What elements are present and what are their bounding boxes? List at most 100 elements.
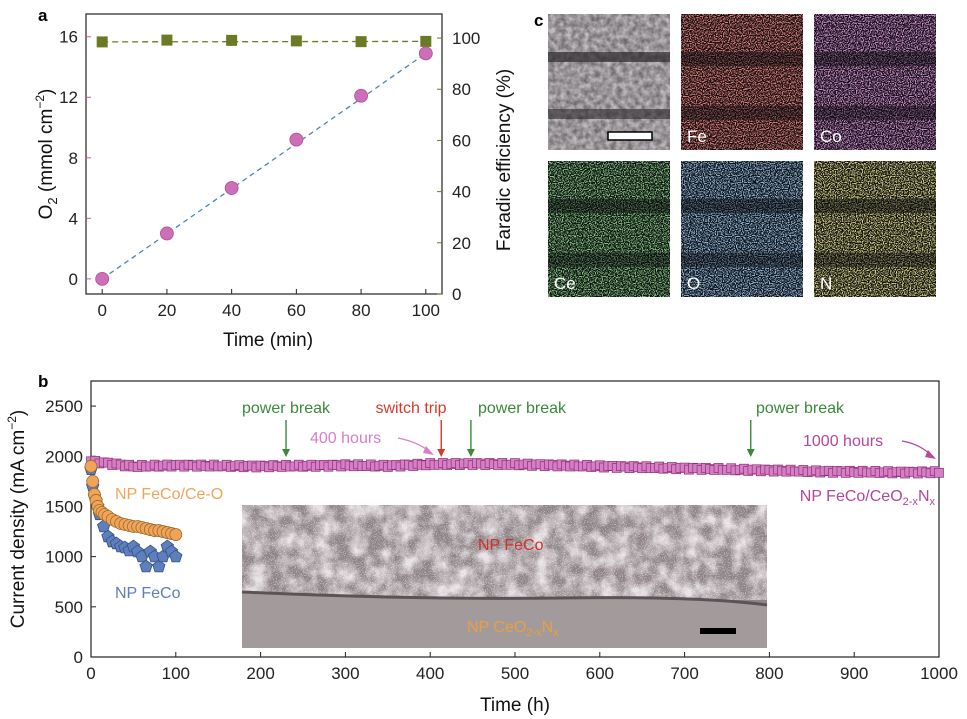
label-np-feco-ceo2-sub1: 2-x: [903, 496, 919, 508]
panel-a: a 0 20 40 60 80 100 0 4 8 12 16 0 20 40 60 80 100 Time (…: [33, 6, 515, 351]
plot-a-ticks: 0 20 40 60 80 100 0 4 8 12 16 0 20 40 60 80 100: [59, 28, 480, 320]
power-break-arrow-head: [746, 449, 755, 457]
scale-bar: [607, 131, 653, 141]
x-tick-label-a: 100: [412, 301, 440, 320]
inset-sem-image: NP FeCo NP CeO2-xNx: [241, 505, 768, 648]
x-tick-label-b: 200: [246, 664, 274, 683]
map-tile-label: Ce: [554, 274, 576, 293]
ylabel-right-a: Faradic efficiency (%): [494, 69, 515, 251]
y-tick-label-b: 0: [74, 648, 83, 667]
x-tick-label-b: 700: [670, 664, 698, 683]
x-tick-label-b: 1000: [920, 664, 958, 683]
x-tick-label-a: 20: [157, 301, 176, 320]
x-tick-label-b: 100: [162, 664, 190, 683]
x-tick-label-a: 60: [287, 301, 306, 320]
inset-label-ceo2-main: NP CeO: [467, 619, 526, 636]
y-right-tick-label-a: 80: [452, 80, 471, 99]
x-tick-label-b: 500: [501, 664, 529, 683]
power-break-arrow-head: [282, 449, 291, 457]
y-right-tick-label-a: 60: [452, 131, 471, 150]
x-tick-label-b: 400: [416, 664, 444, 683]
label-np-feco-ceo2-mid: N: [918, 488, 930, 505]
power-break-label: power break: [756, 400, 845, 417]
map-tile-label: Co: [820, 127, 842, 146]
faradic-efficiency-point: [161, 34, 173, 46]
map-tile-band: [681, 253, 803, 267]
y-tick-label-b: 2500: [45, 397, 83, 416]
y-tick-label-b: 1000: [45, 548, 83, 567]
hours-400-arrow-head: [423, 446, 434, 455]
power-break-label: power break: [478, 400, 567, 417]
y-left-tick-label-a: 16: [59, 28, 78, 47]
ylabel-left-main: O: [36, 205, 57, 220]
power-break-arrow-head: [466, 449, 475, 457]
map-tile-band: [814, 106, 936, 120]
map-tile-band: [814, 253, 936, 267]
ylabel-b-exp: −2: [5, 416, 19, 430]
inset-particles: [242, 505, 767, 600]
map-tile-band: [681, 52, 803, 66]
o2-point: [354, 88, 368, 103]
np-feco-ce-o-point: [86, 474, 100, 488]
ylabel-b: Current density (mA cm−2): [5, 410, 29, 629]
y-right-tick-label-a: 20: [452, 234, 471, 253]
x-tick-label-a: 40: [222, 301, 241, 320]
np-feco-point: [152, 559, 166, 573]
y-right-tick-label-a: 40: [452, 183, 471, 202]
map-tile-band: [814, 199, 936, 213]
element-map-tile: Fe: [681, 14, 803, 150]
faradic-efficiency-point: [355, 36, 367, 48]
element-map-tile: [548, 14, 670, 150]
plot-b-marks: [84, 455, 944, 573]
label-np-feco-ceo2: NP FeCo/CeO2-xNx: [800, 488, 936, 508]
hours-1000-label: 1000 hours: [803, 433, 883, 450]
label-np-feco-ceo2-sub2: x: [930, 496, 936, 508]
np-feco-ce-o-point: [169, 528, 183, 541]
ylabel-b-main: Current density (mA cm: [8, 430, 29, 629]
inset-label-ceo2-sub2: x: [553, 627, 559, 639]
x-tick-label-a: 80: [352, 301, 371, 320]
y-tick-label-b: 500: [55, 598, 83, 617]
y-right-tick-label-a: 100: [452, 29, 480, 48]
y-left-tick-label-a: 4: [69, 209, 78, 228]
y-tick-label-b: 1500: [45, 497, 83, 516]
y-left-tick-label-a: 12: [59, 88, 78, 107]
element-maps: Fe Co Ce O N: [548, 14, 936, 297]
map-tile-signal: [814, 161, 936, 297]
map-tile-signal: [681, 161, 803, 297]
sem-tile-band: [548, 52, 670, 62]
o2-fit-line: [101, 52, 427, 280]
power-break-label: power break: [242, 400, 331, 417]
ylabel-b-close: ): [8, 410, 29, 416]
hours-400-label: 400 hours: [310, 430, 381, 447]
map-tile-label: N: [820, 274, 832, 293]
label-np-feco-ceo2-main: NP FeCo/CeO: [800, 488, 903, 505]
map-tile-band: [548, 199, 670, 213]
y-left-tick-label-a: 8: [69, 149, 78, 168]
element-map-tile: N: [814, 161, 936, 297]
np-feco-ce-o-point: [84, 459, 98, 473]
y-tick-label-b: 2000: [45, 447, 83, 466]
np-feco-ceo2-point: [934, 467, 944, 478]
inset-label-ceo2-mid: N: [542, 619, 554, 636]
switch-trip-label: switch trip: [375, 400, 446, 417]
o2-point: [95, 271, 110, 286]
faradic-efficiency-point: [226, 34, 238, 46]
x-tick-label-b: 800: [755, 664, 783, 683]
map-tile-band: [681, 106, 803, 120]
x-tick-label-b: 0: [86, 664, 95, 683]
label-np-feco-ce-o: NP FeCo/Ce-O: [115, 486, 223, 503]
inset-label-feco: NP FeCo: [478, 537, 544, 554]
plot-b-annotations: power break power break power break switch …: [242, 400, 936, 459]
map-tile-signal: [681, 14, 803, 150]
o2-point: [418, 46, 433, 61]
x-tick-label-b: 600: [586, 664, 614, 683]
element-map-tile: O: [681, 161, 803, 297]
panel-label-a: a: [38, 6, 48, 25]
map-tile-band: [548, 253, 670, 267]
y-left-tick-label-a: 0: [69, 270, 78, 289]
xlabel-b: Time (h): [480, 695, 550, 716]
inset-label-ceo2: NP CeO2-xNx: [467, 619, 559, 639]
o2-point: [289, 132, 304, 147]
